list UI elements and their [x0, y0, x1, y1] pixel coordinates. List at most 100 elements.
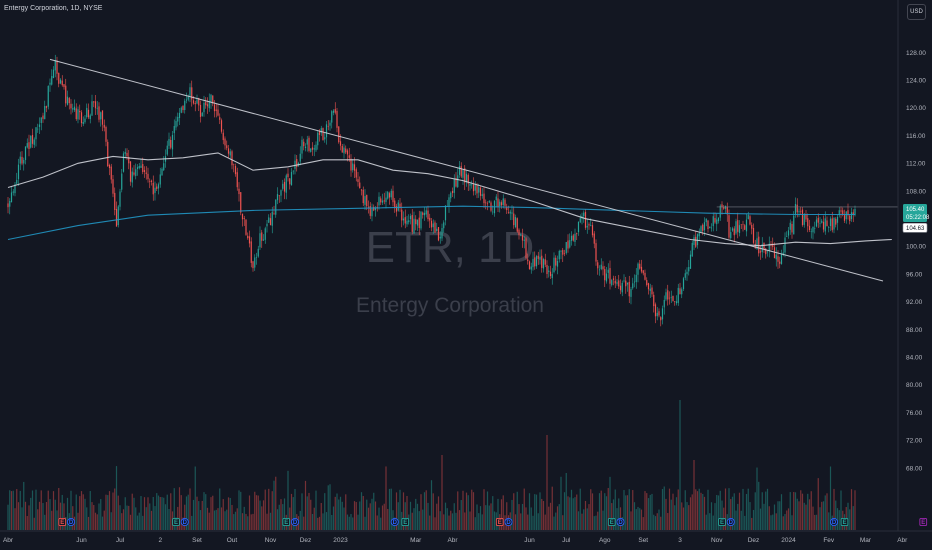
- volume-bar: [810, 491, 812, 530]
- candle-body: [516, 218, 518, 232]
- volume-bar: [763, 503, 765, 530]
- volume-bar: [737, 503, 739, 530]
- candle-body: [357, 179, 359, 183]
- currency-button[interactable]: USD: [907, 4, 926, 20]
- candle-body: [815, 219, 818, 227]
- volume-bar: [661, 489, 664, 530]
- earnings-marker: [282, 517, 291, 527]
- candle-body: [75, 108, 77, 120]
- volume-bar: [233, 514, 235, 530]
- candle-body: [266, 223, 268, 227]
- earnings-marker: [718, 517, 726, 527]
- candle-body: [801, 209, 804, 226]
- candle-body: [257, 248, 259, 257]
- volume-bar: [626, 495, 629, 530]
- volume-bar: [346, 514, 349, 530]
- candle-body: [61, 80, 63, 86]
- candle-body: [84, 118, 86, 123]
- volume-bar: [674, 505, 676, 530]
- candle-body: [285, 175, 287, 193]
- candle-body: [660, 317, 662, 321]
- volume-bar: [345, 494, 347, 530]
- candle-body: [77, 109, 79, 120]
- volume-bar: [471, 489, 473, 530]
- candle-body: [437, 227, 440, 241]
- candle-body: [787, 230, 790, 236]
- candle-body: [495, 196, 497, 201]
- earnings-marker: [607, 517, 616, 527]
- candle-body: [465, 173, 468, 183]
- candle-body: [332, 110, 335, 113]
- volume-bar: [210, 497, 212, 530]
- volume-bar: [184, 504, 186, 530]
- candle-body: [548, 270, 550, 273]
- volume-bar: [721, 500, 723, 530]
- volume-bar: [413, 508, 415, 530]
- candle-body: [628, 281, 630, 297]
- volume-bar: [236, 508, 238, 530]
- candle-body: [551, 274, 553, 279]
- volume-bar: [42, 503, 44, 530]
- volume-bar: [577, 511, 580, 530]
- candle-body: [845, 211, 847, 220]
- event-marker-label: E: [610, 520, 614, 526]
- candle-body: [325, 124, 328, 138]
- candle-body: [98, 106, 100, 120]
- volume-bar: [485, 505, 487, 530]
- candle-body: [756, 238, 758, 250]
- volume-bar: [586, 508, 588, 530]
- candle-body: [679, 288, 681, 295]
- candle-body: [28, 142, 30, 149]
- symbol-header[interactable]: Entergy Corporation, 1D, NYSE: [4, 5, 103, 12]
- price-tick-label: 84.00: [906, 355, 923, 362]
- candle-body: [453, 179, 455, 193]
- volume-bar: [87, 516, 90, 530]
- volume-bar: [16, 489, 18, 530]
- volume-bar: [476, 504, 478, 530]
- volume-bar: [415, 498, 417, 530]
- candle-body: [68, 98, 70, 104]
- volume-bar: [122, 509, 125, 530]
- candle-body: [397, 202, 399, 211]
- last-price-box: [903, 204, 927, 223]
- candle-body: [633, 281, 636, 283]
- candle-body: [163, 163, 165, 171]
- candle-body: [128, 157, 130, 164]
- volume-bar: [835, 500, 837, 530]
- volume-bar: [751, 517, 753, 530]
- candle-body: [500, 202, 503, 206]
- candle-body: [296, 159, 298, 168]
- candle-body: [329, 122, 331, 126]
- volume-bar: [381, 505, 384, 530]
- candle-body: [597, 262, 599, 269]
- volume-bar: [12, 490, 14, 530]
- volume-bar: [238, 490, 240, 530]
- volume-bar: [815, 514, 818, 530]
- ma_short-line: [7, 152, 892, 247]
- volume-bar: [469, 511, 471, 530]
- candle-body: [460, 166, 462, 177]
- volume-bar: [542, 501, 545, 530]
- volume-bar: [425, 490, 427, 530]
- candle-body: [826, 220, 828, 227]
- candle-body: [434, 222, 436, 233]
- volume-bar: [702, 493, 704, 530]
- volume-bar: [315, 490, 317, 530]
- volume-bar: [79, 496, 81, 530]
- volume-bar: [222, 499, 224, 530]
- candle-body: [563, 253, 566, 254]
- time-axis[interactable]: Abr Jun Jul 2 Set Out Nov Dez 2023 Mar Abr Jun Jul Ag…: [3, 537, 932, 544]
- candle-body: [156, 186, 158, 189]
- volume-bar: [241, 513, 244, 530]
- candle-body: [366, 194, 368, 207]
- volume-bar: [670, 499, 672, 530]
- dividend-marker: [504, 517, 513, 527]
- volume-bar: [553, 516, 555, 530]
- volume-bar: [359, 501, 361, 530]
- candle-body: [70, 103, 72, 109]
- candle-body: [689, 254, 692, 269]
- candle-body: [556, 261, 559, 267]
- candle-body: [593, 233, 595, 244]
- volume-bar: [677, 489, 679, 530]
